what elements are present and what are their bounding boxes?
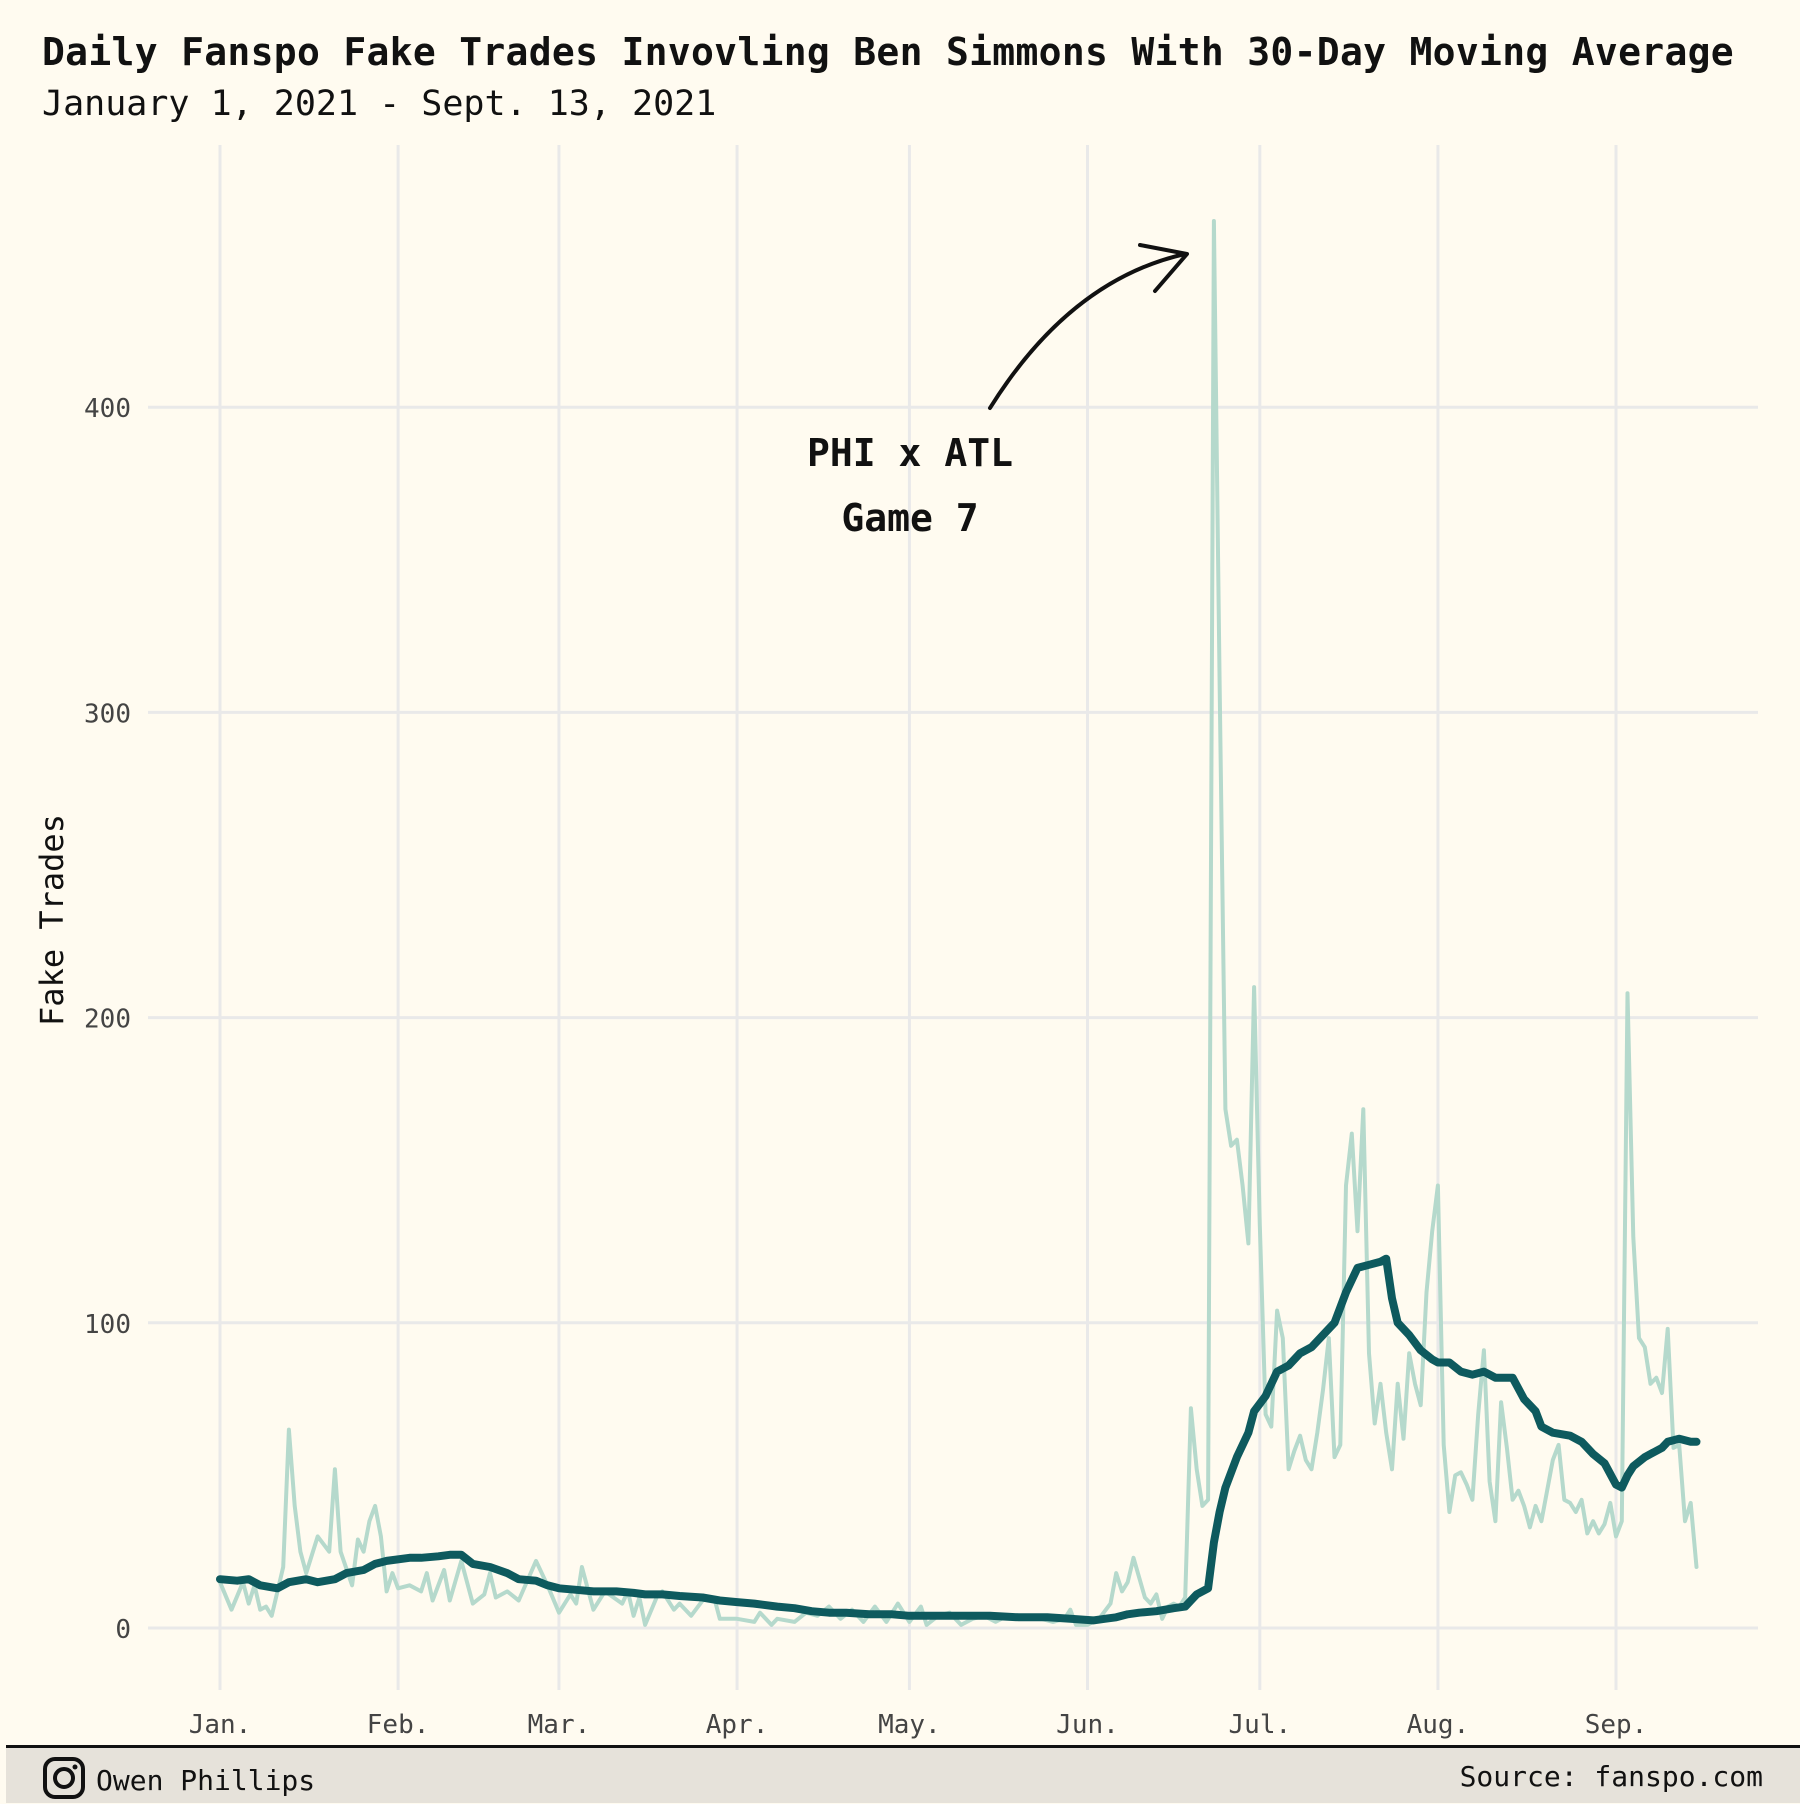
x-tick-label: Mar. [528, 1710, 591, 1740]
x-tick-label: Jul. [1229, 1710, 1292, 1740]
instagram-icon [42, 1756, 86, 1804]
x-tick-label: Aug. [1407, 1710, 1470, 1740]
annotation-line-2: Game 7 [841, 496, 978, 540]
credit: Owen Phillips [42, 1756, 315, 1804]
x-tick-label: Jan. [189, 1710, 252, 1740]
y-axis-label-group: Fake Trades [33, 814, 71, 1026]
y-tick-label: 300 [84, 699, 131, 729]
chart-title: Daily Fanspo Fake Trades Invovling Ben S… [42, 30, 1734, 74]
moving-average-line [216, 1254, 1701, 1625]
credit-name: Owen Phillips [96, 1763, 316, 1797]
chart-subtitle: January 1, 2021 - Sept. 13, 2021 [42, 84, 717, 124]
x-tick-label: Apr. [706, 1710, 769, 1740]
source-credit: Source: fanspo.com [1459, 1760, 1763, 1793]
y-tick-label: 400 [84, 394, 131, 424]
x-tick-label: Feb. [367, 1710, 430, 1740]
y-tick-label: 0 [115, 1615, 131, 1645]
x-tick-label: May. [878, 1710, 941, 1740]
series-group [216, 219, 1701, 1627]
daily-trades-line [218, 219, 1699, 1627]
annotation-arrow [988, 252, 1187, 410]
x-tick-label: Jun. [1056, 1710, 1119, 1740]
x-tick-label: Sep. [1585, 1710, 1648, 1740]
footer: Owen Phillips Source: fanspo.com [6, 1745, 1800, 1803]
annotation: PHI x ATL Game 7 [807, 243, 1189, 540]
x-axis-ticks: Jan. Feb. Mar. Apr. May. Jun. Jul. Aug. Sep. [189, 1710, 1648, 1740]
y-axis-ticks: 0 100 200 300 400 [84, 394, 131, 1645]
annotation-line-1: PHI x ATL [807, 431, 1013, 475]
y-axis-label: Fake Trades [33, 814, 71, 1026]
y-tick-label: 200 [84, 1005, 131, 1035]
gridlines [148, 145, 1758, 1690]
y-tick-label: 100 [84, 1310, 131, 1340]
annotation-arrowhead [1138, 243, 1189, 293]
line-chart: 0 100 200 300 400 Jan. Feb. Mar. Apr. May. Jun. Ju… [33, 145, 1758, 1740]
